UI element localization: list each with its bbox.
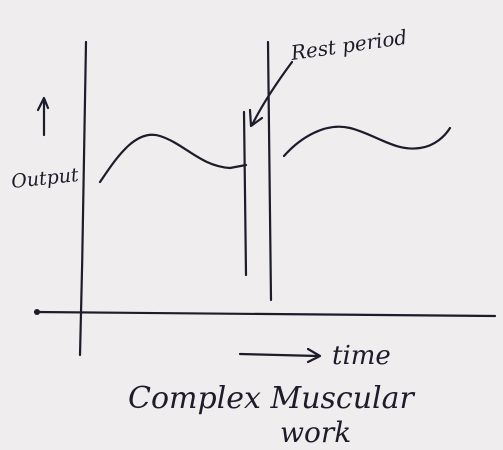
caption: work — [280, 416, 351, 449]
sketch: Output Rest period time Complex Muscular… — [0, 0, 503, 450]
origin-dot — [34, 309, 40, 315]
page: Output Rest period time Complex Muscular… — [0, 0, 503, 450]
caption: Complex Muscular — [128, 381, 416, 416]
x-axis-label: time — [332, 341, 391, 371]
